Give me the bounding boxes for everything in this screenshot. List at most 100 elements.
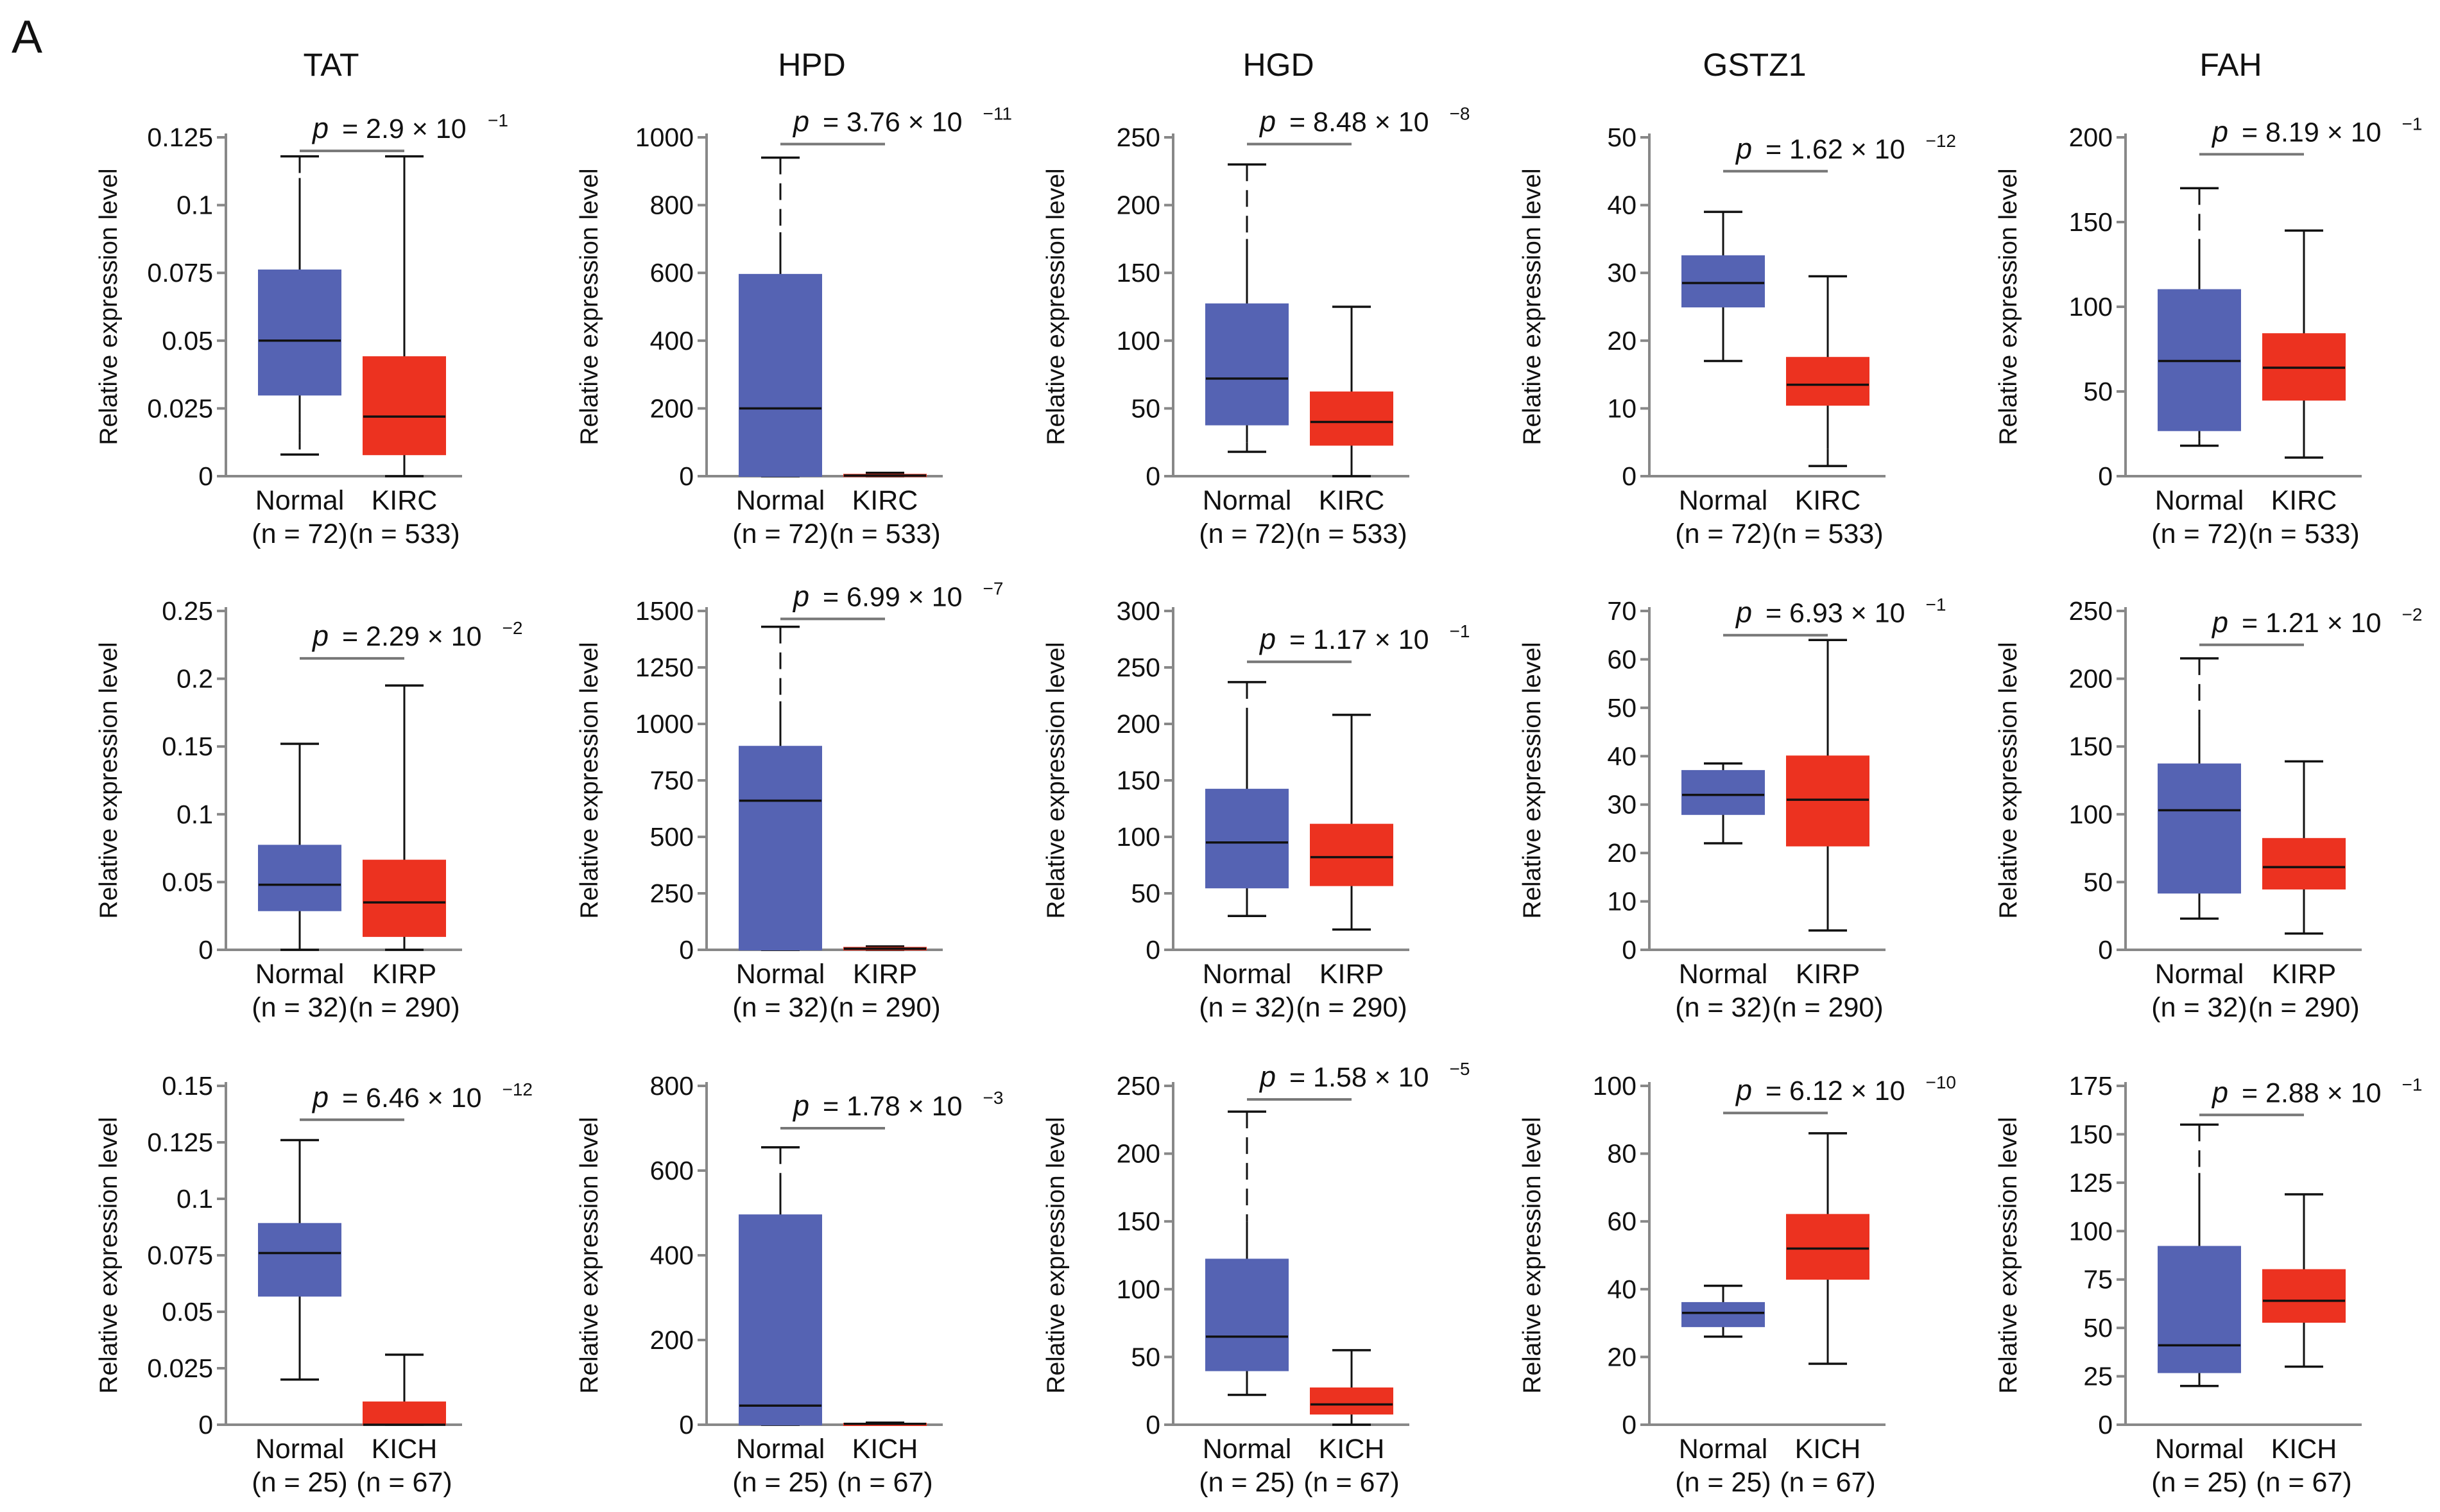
p-exponent-hgd-kich: −5: [1450, 1059, 1470, 1079]
title-tat: TAT: [303, 47, 359, 83]
y-axis-label-gstz1-kich: Relative expression level: [1518, 1117, 1546, 1393]
y-tick-label-gstz1-kich-4: 80: [1607, 1139, 1637, 1169]
box-tat-kirp-kirp: [363, 859, 446, 937]
title-fah: FAH: [2199, 47, 2262, 83]
p-symbol-hgd-kirp: p: [1259, 623, 1276, 655]
y-tick-label-tat-kich-1: 0.025: [147, 1353, 213, 1383]
y-axis-label-hpd-kich: Relative expression level: [576, 1117, 603, 1393]
category-label-hpd-kirc-kirc: KIRC: [852, 485, 918, 516]
y-tick-label-fah-kirp-5: 250: [2069, 596, 2113, 626]
y-tick-label-tat-kirc-5: 0.125: [147, 123, 213, 152]
p-symbol-hpd-kich: p: [792, 1089, 809, 1122]
y-axis-label-tat-kirp: Relative expression level: [95, 642, 123, 918]
y-tick-label-hpd-kirc-5: 1000: [635, 123, 694, 152]
y-tick-label-gstz1-kirp-6: 60: [1607, 644, 1637, 674]
p-value-hgd-kirp: = 1.17 × 10: [1289, 624, 1429, 655]
n-label-hpd-kirc-kirc: (n = 533): [829, 519, 940, 549]
category-label-hgd-kirc-kirc: KIRC: [1319, 485, 1385, 516]
y-tick-label-hpd-kich-2: 400: [650, 1241, 694, 1270]
n-label-gstz1-kich-normal: (n = 25): [1675, 1467, 1771, 1498]
y-tick-label-hpd-kirp-2: 500: [650, 822, 694, 852]
y-tick-label-gstz1-kirc-2: 20: [1607, 326, 1637, 356]
category-label-fah-kirp-normal: Normal: [2155, 959, 2244, 990]
category-label-gstz1-kirc-kirc: KIRC: [1795, 485, 1861, 516]
y-tick-label-gstz1-kirp-1: 10: [1607, 887, 1637, 916]
box-fah-kich-kich: [2262, 1269, 2346, 1323]
p-value-fah-kirp: = 1.21 × 10: [2242, 608, 2382, 639]
y-tick-label-tat-kich-2: 0.05: [162, 1297, 213, 1327]
n-label-hpd-kich-kich: (n = 67): [837, 1467, 932, 1498]
y-tick-label-tat-kirp-0: 0: [198, 935, 213, 965]
y-tick-label-tat-kich-6: 0.15: [162, 1071, 213, 1101]
y-tick-label-tat-kirc-4: 0.1: [176, 191, 213, 220]
p-symbol-hpd-kirp: p: [792, 580, 809, 612]
title-hpd: HPD: [778, 47, 846, 83]
category-label-hgd-kich-kich: KICH: [1319, 1434, 1385, 1465]
y-tick-label-fah-kich-5: 125: [2069, 1168, 2113, 1198]
y-tick-label-gstz1-kirp-2: 20: [1607, 838, 1637, 868]
p-value-hpd-kirp: = 6.99 × 10: [823, 581, 963, 612]
p-value-hgd-kich: = 1.58 × 10: [1289, 1062, 1429, 1093]
y-tick-label-hgd-kirp-0: 0: [1146, 935, 1160, 965]
y-tick-label-tat-kirc-0: 0: [198, 461, 213, 491]
p-exponent-fah-kirp: −2: [2402, 605, 2423, 624]
n-label-hpd-kirp-kirp: (n = 290): [829, 992, 940, 1023]
y-tick-label-fah-kirp-4: 200: [2069, 664, 2113, 694]
p-exponent-tat-kirc: −1: [488, 110, 508, 130]
y-tick-label-hgd-kirc-3: 150: [1117, 258, 1160, 288]
y-tick-label-fah-kirp-1: 50: [2083, 867, 2113, 897]
p-exponent-hgd-kirc: −8: [1450, 104, 1470, 124]
category-label-gstz1-kich-kich: KICH: [1795, 1434, 1861, 1465]
p-symbol-hgd-kich: p: [1259, 1060, 1276, 1093]
y-tick-label-fah-kich-7: 175: [2069, 1071, 2113, 1101]
p-value-fah-kirc: = 8.19 × 10: [2242, 117, 2382, 148]
y-tick-label-fah-kich-6: 150: [2069, 1119, 2113, 1149]
p-symbol-tat-kirp: p: [311, 619, 329, 652]
y-tick-label-hgd-kirp-5: 250: [1117, 653, 1160, 682]
p-value-hgd-kirc: = 8.48 × 10: [1289, 107, 1429, 138]
y-axis-label-fah-kirc: Relative expression level: [1995, 168, 2022, 445]
y-tick-label-fah-kirp-2: 100: [2069, 800, 2113, 829]
box-hpd-kirp-normal: [739, 746, 822, 950]
y-axis-label-gstz1-kirc: Relative expression level: [1518, 168, 1546, 445]
y-tick-label-gstz1-kirp-7: 70: [1607, 596, 1637, 626]
y-tick-label-gstz1-kirc-3: 30: [1607, 258, 1637, 288]
y-axis-label-hgd-kirp: Relative expression level: [1042, 642, 1070, 918]
y-axis-label-fah-kich: Relative expression level: [1995, 1117, 2022, 1393]
n-label-fah-kich-normal: (n = 25): [2151, 1467, 2247, 1498]
y-tick-label-tat-kich-5: 0.125: [147, 1128, 213, 1157]
y-tick-label-gstz1-kirc-1: 10: [1607, 393, 1637, 423]
n-label-hpd-kirp-normal: (n = 32): [732, 992, 828, 1023]
y-tick-label-tat-kirc-1: 0.025: [147, 393, 213, 423]
y-tick-label-hgd-kirc-2: 100: [1117, 326, 1160, 356]
category-label-fah-kich-normal: Normal: [2155, 1434, 2244, 1465]
y-axis-label-hpd-kirp: Relative expression level: [576, 642, 603, 918]
y-axis-label-tat-kirc: Relative expression level: [95, 168, 123, 445]
p-symbol-hpd-kirc: p: [792, 105, 809, 138]
p-symbol-fah-kich: p: [2211, 1076, 2228, 1108]
n-label-hgd-kich-normal: (n = 25): [1199, 1467, 1294, 1498]
y-tick-label-gstz1-kirp-5: 50: [1607, 693, 1637, 723]
category-label-hpd-kirp-kirp: KIRP: [853, 959, 917, 990]
y-tick-label-hgd-kirp-2: 100: [1117, 822, 1160, 852]
y-tick-label-hgd-kirp-1: 50: [1131, 879, 1160, 908]
category-label-tat-kirp-kirp: KIRP: [372, 959, 436, 990]
y-tick-label-tat-kirp-3: 0.15: [162, 732, 213, 761]
p-exponent-gstz1-kirp: −1: [1926, 595, 1946, 615]
panel-label: A: [12, 12, 42, 63]
y-tick-label-tat-kirp-4: 0.2: [176, 664, 213, 694]
y-axis-label-hgd-kich: Relative expression level: [1042, 1117, 1070, 1393]
category-label-gstz1-kirp-normal: Normal: [1679, 959, 1768, 990]
n-label-fah-kirp-normal: (n = 32): [2151, 992, 2247, 1023]
y-tick-label-gstz1-kich-2: 40: [1607, 1275, 1637, 1304]
y-tick-label-tat-kirp-5: 0.25: [162, 596, 213, 626]
y-tick-label-gstz1-kirc-5: 50: [1607, 123, 1637, 152]
box-tat-kirc-kirc: [363, 356, 446, 456]
y-tick-label-hpd-kich-3: 600: [650, 1156, 694, 1185]
y-tick-label-tat-kirp-2: 0.1: [176, 800, 213, 829]
n-label-tat-kirc-normal: (n = 72): [252, 519, 347, 549]
y-tick-label-hpd-kirc-4: 800: [650, 191, 694, 220]
y-tick-label-hgd-kirc-4: 200: [1117, 191, 1160, 220]
p-symbol-tat-kich: p: [311, 1081, 329, 1113]
